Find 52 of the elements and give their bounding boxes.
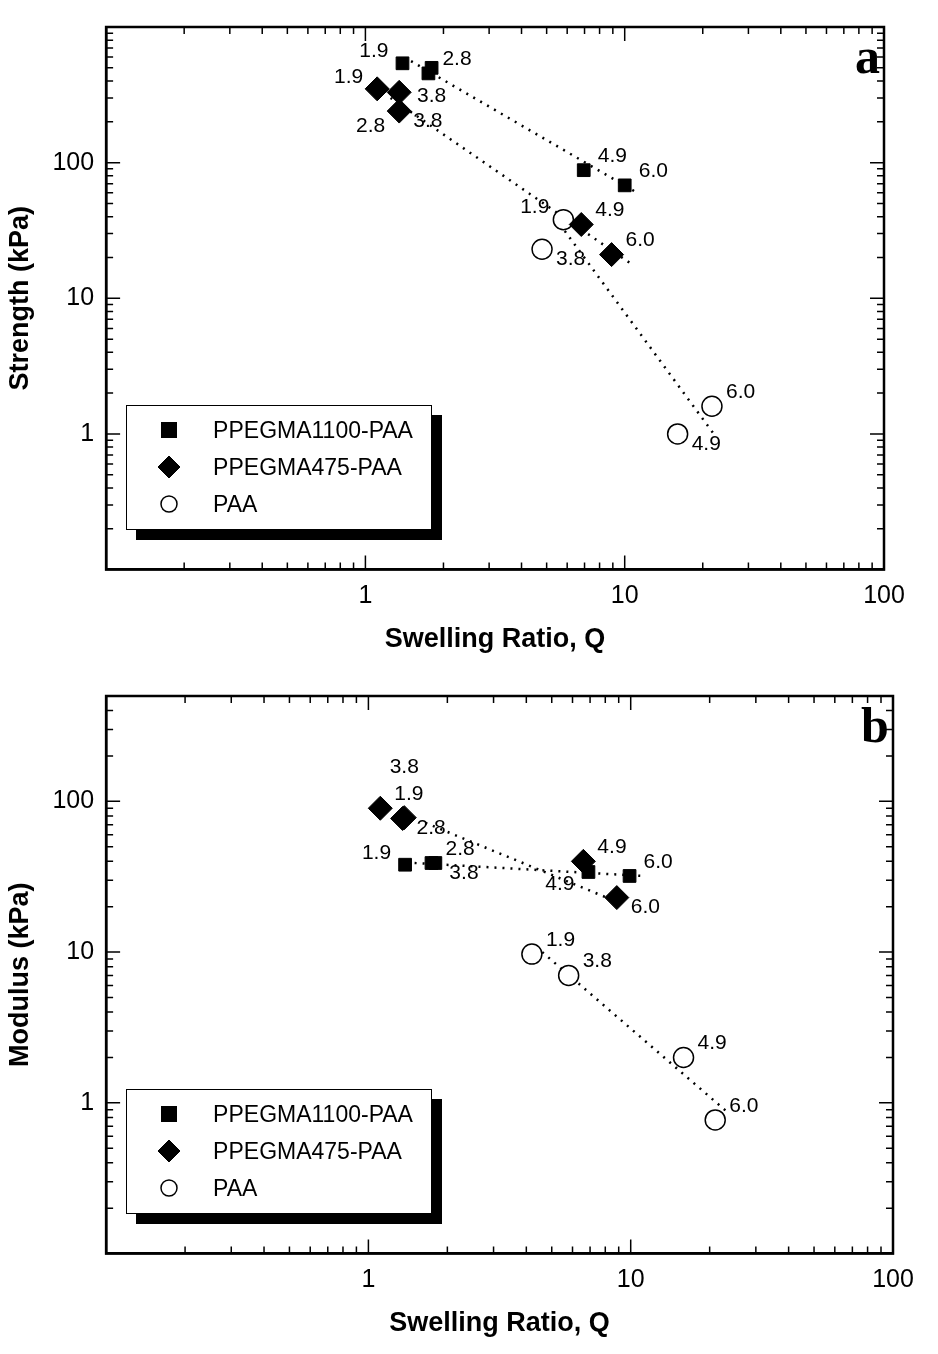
y-tick-label: 1 (80, 417, 95, 446)
annotation: 1.9 (394, 781, 424, 805)
chart-title: b (861, 697, 889, 753)
annotation: 6.0 (630, 894, 660, 918)
y-tick-label: 100 (52, 146, 95, 175)
y-axis-title: Modulus (kPa) (3, 882, 34, 1068)
annotation: 3.8 (389, 754, 419, 778)
legend-label: PPEGMA1100-PAA (213, 1100, 413, 1128)
annotation: 2.8 (442, 46, 472, 70)
annotation: 1.9 (545, 926, 576, 950)
annotation: 3.8 (413, 107, 443, 131)
annotation: 3.8 (449, 859, 479, 883)
legend-label: PPEGMA475-PAA (213, 453, 402, 481)
y-axis-title: Strength (kPa) (3, 206, 34, 391)
y-tick-label: 1 (80, 1086, 95, 1115)
annotation: 6.0 (643, 848, 673, 872)
x-axis-title: Swelling Ratio, Q (384, 623, 606, 654)
legend-label: PPEGMA475-PAA (213, 1137, 402, 1165)
y-tick-label: 10 (66, 936, 95, 964)
annotation: 6.0 (625, 227, 655, 251)
annotation: 4.9 (595, 197, 625, 221)
x-tick-label: 10 (616, 1264, 645, 1293)
x-tick-label: 100 (863, 580, 905, 609)
annotation: 4.9 (597, 142, 627, 166)
annotation: 1.9 (361, 839, 392, 863)
y-tick-label: 100 (52, 785, 95, 814)
x-tick-label: 10 (610, 580, 639, 609)
annotation: 4.9 (597, 834, 627, 858)
annotation: 4.9 (697, 1030, 727, 1054)
annotation: 6.0 (725, 379, 756, 403)
y-tick-label: 10 (66, 282, 95, 311)
annotation: 6.0 (638, 158, 668, 182)
chart-title: a (855, 28, 880, 84)
annotation: 3.8 (582, 948, 612, 972)
x-tick-label: 1 (358, 580, 373, 609)
legend-label: PAA (213, 490, 258, 518)
legend-label: PPEGMA1100-PAA (213, 416, 413, 444)
x-tick-label: 100 (872, 1264, 914, 1293)
x-tick-label: 1 (361, 1264, 376, 1293)
annotation: 4.9 (545, 870, 575, 894)
annotation: 4.9 (691, 430, 721, 454)
x-axis-title: Swelling Ratio, Q (389, 1307, 610, 1338)
annotation: 1.9 (359, 38, 389, 62)
annotation: 2.8 (356, 113, 386, 137)
legend-label: PAA (213, 1174, 258, 1202)
annotation: 3.8 (417, 82, 447, 106)
annotation: 6.0 (729, 1092, 759, 1116)
annotation: 1.9 (520, 194, 550, 218)
annotation: 3.8 (556, 246, 586, 270)
annotation: 1.9 (333, 63, 364, 87)
annotation: 2.8 (445, 835, 475, 859)
annotation: 2.8 (416, 815, 446, 839)
